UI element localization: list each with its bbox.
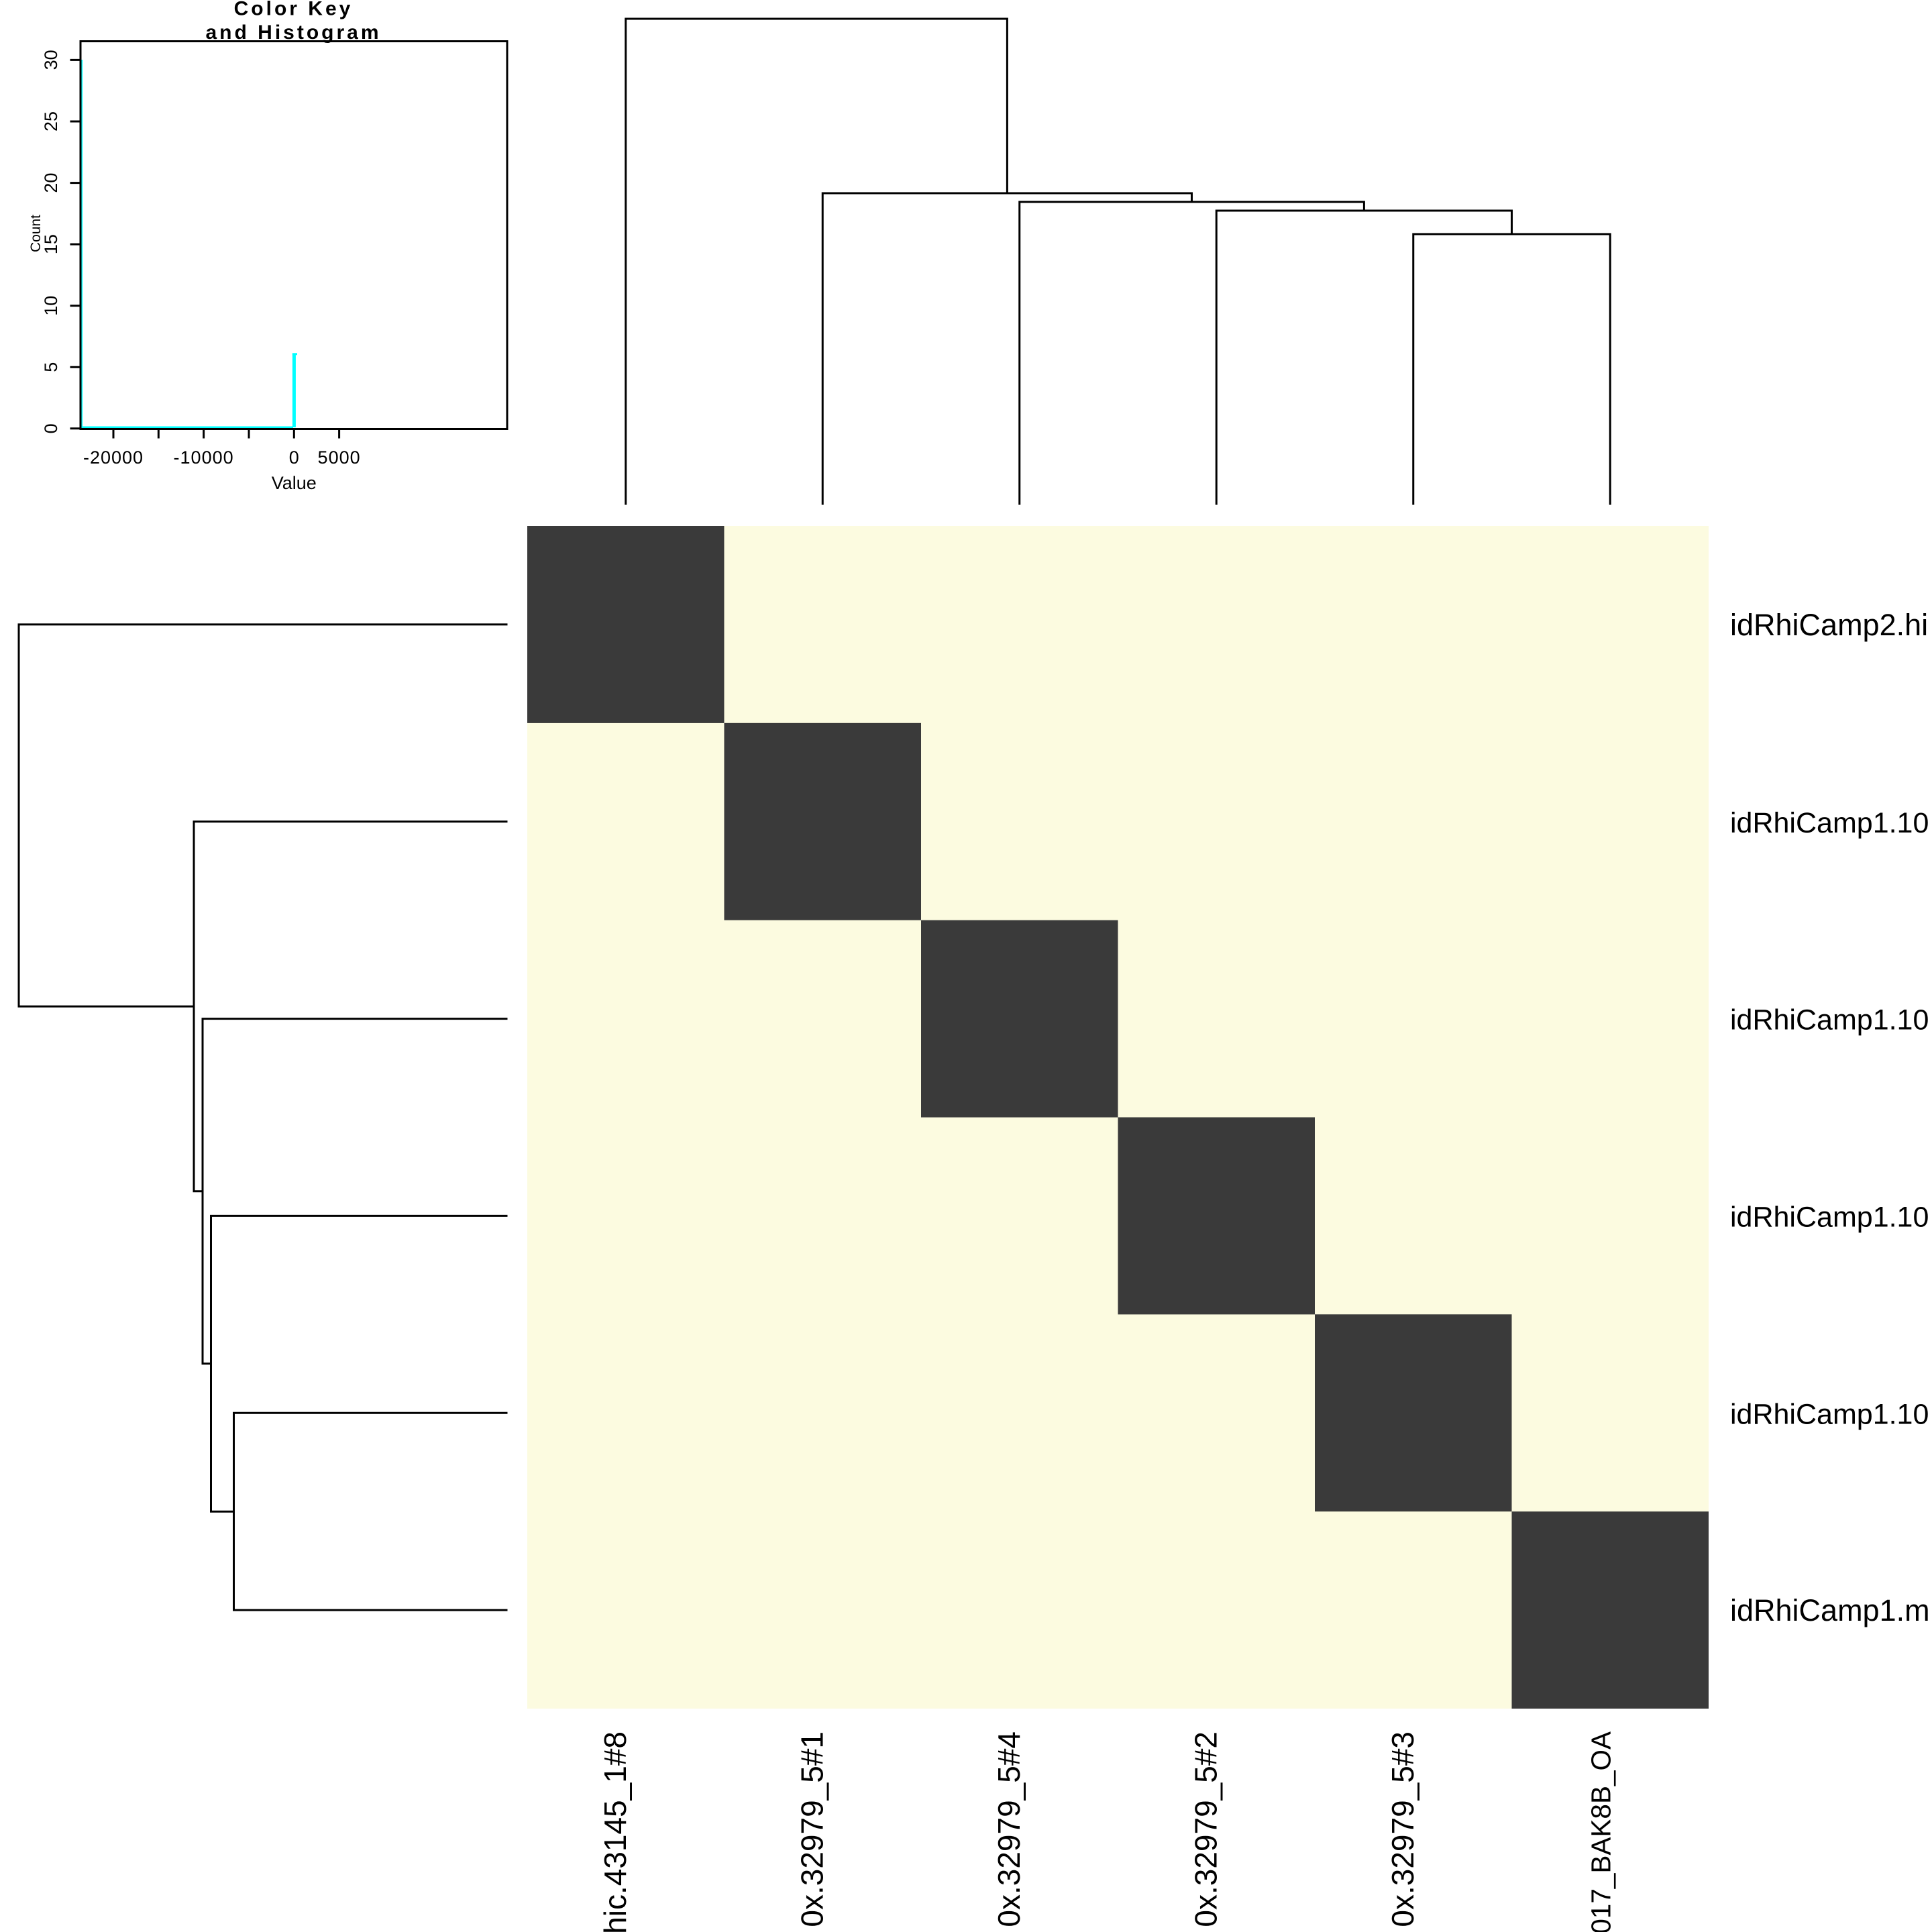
svg-text:10: 10	[41, 296, 61, 316]
svg-text:idRhiCamp1.10: idRhiCamp1.10	[1730, 1004, 1929, 1036]
svg-text:0x.32979_5#1: 0x.32979_5#1	[794, 1731, 829, 1927]
svg-text:25: 25	[41, 111, 61, 131]
svg-text:Count: Count	[28, 215, 44, 252]
svg-text:5: 5	[41, 362, 61, 372]
svg-text:20: 20	[41, 173, 61, 193]
svg-text:and Histogram: and Histogram	[205, 21, 381, 44]
svg-text:Value: Value	[272, 473, 317, 493]
svg-text:idRhiCamp1.m: idRhiCamp1.m	[1730, 1593, 1930, 1627]
svg-text:-20000: -20000	[83, 447, 144, 468]
svg-text:0x.32979_5#2: 0x.32979_5#2	[1188, 1731, 1223, 1927]
svg-text:0x.32979_5#4: 0x.32979_5#4	[991, 1731, 1026, 1927]
svg-text:017_BAK8B_OA: 017_BAK8B_OA	[1585, 1731, 1616, 1932]
svg-text:-10000: -10000	[174, 447, 234, 468]
svg-text:idRhiCamp1.10: idRhiCamp1.10	[1730, 807, 1929, 839]
svg-text:Color Key: Color Key	[234, 0, 354, 20]
svg-text:idRhiCamp1.10: idRhiCamp1.10	[1730, 1201, 1929, 1233]
svg-text:30: 30	[41, 50, 61, 70]
svg-text:5000: 5000	[318, 447, 361, 468]
svg-text:idRhiCamp2.hi: idRhiCamp2.hi	[1730, 608, 1928, 642]
svg-text:hic.43145_1#8: hic.43145_1#8	[598, 1731, 633, 1932]
svg-text:0: 0	[41, 423, 61, 433]
svg-text:0x.32979_5#3: 0x.32979_5#3	[1385, 1731, 1420, 1927]
svg-text:0: 0	[289, 447, 299, 468]
svg-text:idRhiCamp1.10: idRhiCamp1.10	[1730, 1398, 1929, 1430]
svg-text:15: 15	[41, 234, 61, 254]
